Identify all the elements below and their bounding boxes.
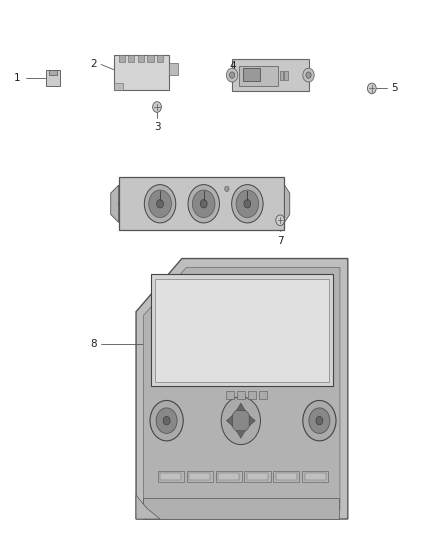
Polygon shape bbox=[143, 498, 339, 519]
Circle shape bbox=[163, 416, 170, 425]
Bar bbox=[119, 177, 285, 230]
Bar bbox=[226, 391, 234, 399]
Polygon shape bbox=[119, 55, 125, 62]
Circle shape bbox=[200, 199, 207, 208]
Bar bbox=[239, 66, 278, 86]
Bar bbox=[248, 391, 256, 399]
Circle shape bbox=[150, 400, 183, 441]
Polygon shape bbox=[249, 415, 255, 426]
Polygon shape bbox=[226, 415, 233, 426]
Polygon shape bbox=[169, 63, 177, 75]
Polygon shape bbox=[136, 259, 348, 519]
Circle shape bbox=[192, 190, 215, 217]
Circle shape bbox=[145, 184, 176, 223]
Circle shape bbox=[156, 408, 177, 433]
Polygon shape bbox=[232, 59, 308, 91]
Text: 1: 1 bbox=[14, 73, 20, 83]
Polygon shape bbox=[49, 70, 57, 75]
Circle shape bbox=[225, 186, 229, 191]
Text: 6: 6 bbox=[112, 199, 119, 209]
Polygon shape bbox=[46, 70, 60, 86]
Circle shape bbox=[152, 102, 161, 112]
Circle shape bbox=[303, 68, 314, 82]
Bar bbox=[280, 71, 283, 80]
Text: 7: 7 bbox=[277, 236, 283, 246]
Circle shape bbox=[188, 184, 219, 223]
Circle shape bbox=[316, 416, 323, 425]
Polygon shape bbox=[144, 268, 340, 510]
Bar bbox=[247, 473, 268, 480]
Polygon shape bbox=[157, 55, 163, 62]
Circle shape bbox=[244, 199, 251, 208]
Bar bbox=[160, 473, 181, 480]
Bar bbox=[237, 391, 245, 399]
Polygon shape bbox=[136, 495, 160, 519]
Text: 2: 2 bbox=[90, 60, 97, 69]
Bar bbox=[276, 473, 297, 480]
Polygon shape bbox=[111, 185, 119, 222]
Bar bbox=[151, 274, 332, 386]
Polygon shape bbox=[285, 185, 290, 222]
Text: 4: 4 bbox=[230, 61, 237, 70]
Circle shape bbox=[306, 72, 311, 78]
Text: 8: 8 bbox=[90, 338, 97, 349]
Bar bbox=[302, 471, 328, 482]
Polygon shape bbox=[114, 83, 123, 90]
Circle shape bbox=[367, 83, 376, 94]
Circle shape bbox=[303, 400, 336, 441]
Bar bbox=[273, 471, 299, 482]
Bar bbox=[218, 473, 239, 480]
Bar bbox=[189, 473, 210, 480]
Bar bbox=[158, 471, 184, 482]
Circle shape bbox=[221, 397, 261, 445]
Text: 5: 5 bbox=[392, 83, 398, 93]
Bar bbox=[244, 471, 271, 482]
Circle shape bbox=[236, 190, 259, 217]
Bar bbox=[304, 473, 325, 480]
Circle shape bbox=[276, 215, 285, 225]
Circle shape bbox=[230, 72, 235, 78]
Bar bbox=[243, 68, 260, 82]
Text: 3: 3 bbox=[154, 122, 160, 132]
Bar bbox=[259, 391, 267, 399]
Polygon shape bbox=[128, 55, 134, 62]
Polygon shape bbox=[237, 431, 245, 438]
Polygon shape bbox=[237, 403, 245, 410]
Polygon shape bbox=[114, 55, 169, 90]
Circle shape bbox=[149, 190, 171, 217]
Polygon shape bbox=[138, 55, 144, 62]
Bar bbox=[187, 471, 213, 482]
Polygon shape bbox=[148, 55, 153, 62]
Bar bbox=[155, 279, 329, 382]
Circle shape bbox=[157, 199, 163, 208]
Bar bbox=[285, 71, 288, 80]
Circle shape bbox=[226, 68, 238, 82]
Circle shape bbox=[231, 409, 251, 432]
Bar bbox=[215, 471, 242, 482]
Circle shape bbox=[232, 184, 263, 223]
Circle shape bbox=[309, 408, 330, 433]
